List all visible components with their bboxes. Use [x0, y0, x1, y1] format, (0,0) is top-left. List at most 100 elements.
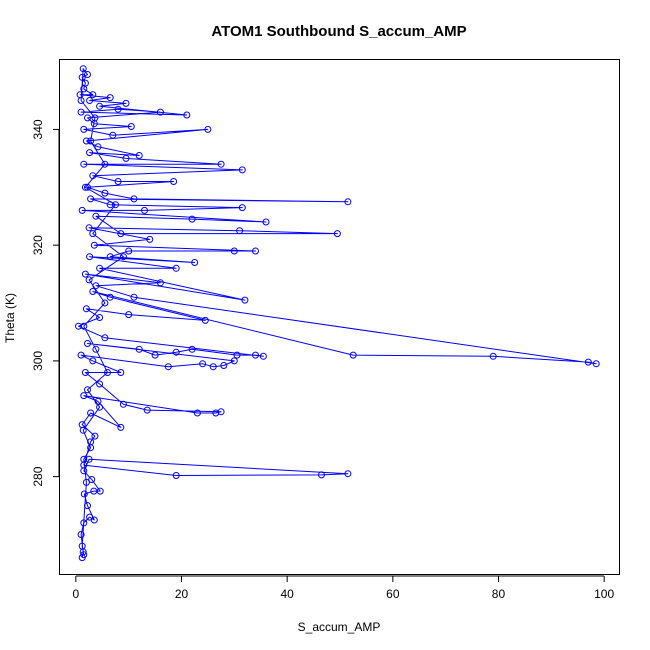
- data-point: [101, 189, 109, 197]
- data-point: [87, 137, 95, 145]
- data-point: [135, 345, 143, 353]
- data-point: [96, 380, 104, 388]
- data-point: [164, 363, 172, 371]
- data-point: [146, 235, 154, 243]
- data-point: [89, 357, 97, 365]
- data-point: [89, 91, 97, 99]
- data-point: [238, 166, 246, 174]
- data-point: [90, 241, 98, 249]
- data-point: [80, 160, 88, 168]
- data-point: [81, 79, 89, 87]
- data-point: [112, 201, 119, 209]
- data-point: [77, 97, 85, 104]
- data-point: [84, 71, 91, 78]
- x-tick-label: 0: [73, 587, 80, 601]
- x-axis-label: S_accum_AMP: [298, 620, 381, 634]
- y-axis: 280 300 320 340: [31, 119, 60, 487]
- data-point: [262, 218, 270, 226]
- data-point: [344, 470, 352, 478]
- data-point: [172, 264, 180, 272]
- data-point: [188, 345, 196, 353]
- data-point: [90, 516, 98, 524]
- data-point: [75, 322, 82, 330]
- data-point: [101, 299, 109, 307]
- data-point: [96, 264, 104, 272]
- data-point: [230, 357, 238, 365]
- data-point: [77, 108, 85, 116]
- plot-area-frame: [59, 59, 620, 575]
- data-point: [101, 160, 109, 168]
- data-point: [89, 230, 97, 238]
- data-point: [80, 551, 88, 559]
- data-point: [86, 149, 94, 157]
- data-point: [172, 348, 180, 356]
- data-point: [117, 423, 125, 431]
- data-point: [94, 143, 102, 151]
- data-point: [106, 94, 114, 102]
- data-point: [156, 279, 164, 287]
- data-point: [86, 253, 94, 261]
- data-point: [130, 195, 138, 203]
- data-point: [82, 478, 90, 486]
- data-point: [82, 305, 90, 313]
- data-point: [80, 519, 88, 527]
- y-axis-label: Theta (K): [3, 293, 17, 343]
- data-point: [81, 183, 89, 191]
- data-point: [117, 230, 125, 238]
- data-point: [84, 183, 91, 191]
- data-point: [193, 409, 201, 417]
- y-tick-label: 340: [31, 119, 45, 139]
- data-point: [106, 201, 114, 209]
- data-point: [172, 472, 180, 479]
- x-tick-label: 100: [594, 587, 614, 601]
- data-point: [141, 206, 148, 214]
- data-point: [170, 178, 178, 185]
- data-point: [79, 65, 87, 73]
- data-point: [241, 296, 249, 304]
- data-point: [143, 406, 151, 414]
- y-tick-label: 320: [31, 235, 45, 255]
- data-point: [252, 247, 259, 255]
- data-point: [106, 293, 114, 301]
- data-point: [80, 392, 88, 400]
- data-point: [259, 352, 267, 360]
- data-point: [81, 369, 89, 376]
- data-point: [318, 471, 325, 479]
- data-point: [96, 487, 104, 495]
- data-point: [201, 316, 209, 324]
- data-point: [96, 403, 104, 411]
- data-point: [333, 230, 341, 238]
- chart-title: ATOM1 Southbound S_accum_AMP: [211, 23, 466, 40]
- data-point: [86, 97, 94, 104]
- data-point: [125, 311, 133, 319]
- data-point: [183, 111, 191, 119]
- data-point: [119, 400, 127, 408]
- data-point: [91, 432, 99, 440]
- data-point: [89, 172, 97, 180]
- data-point: [217, 160, 225, 168]
- data-point: [188, 215, 196, 223]
- x-axis: 0 20 40 60 80 100: [73, 575, 614, 601]
- data-point: [101, 334, 109, 342]
- data-point: [238, 204, 246, 212]
- data-point: [114, 105, 122, 113]
- data-point: [87, 195, 95, 203]
- data-point: [127, 123, 135, 130]
- data-point: [85, 455, 93, 463]
- data-point: [78, 206, 86, 214]
- data-point: [81, 270, 89, 278]
- data-point: [122, 154, 130, 162]
- data-point: [122, 99, 130, 107]
- data-point: [78, 73, 86, 81]
- data-point: [135, 152, 143, 159]
- data-point: [236, 227, 244, 235]
- data-point: [77, 351, 85, 359]
- data-point: [204, 125, 212, 133]
- data-point: [230, 247, 238, 255]
- data-point: [209, 363, 217, 371]
- data-point: [84, 114, 91, 122]
- data-point: [220, 362, 228, 369]
- x-tick-label: 80: [492, 587, 506, 601]
- data-point: [233, 351, 241, 359]
